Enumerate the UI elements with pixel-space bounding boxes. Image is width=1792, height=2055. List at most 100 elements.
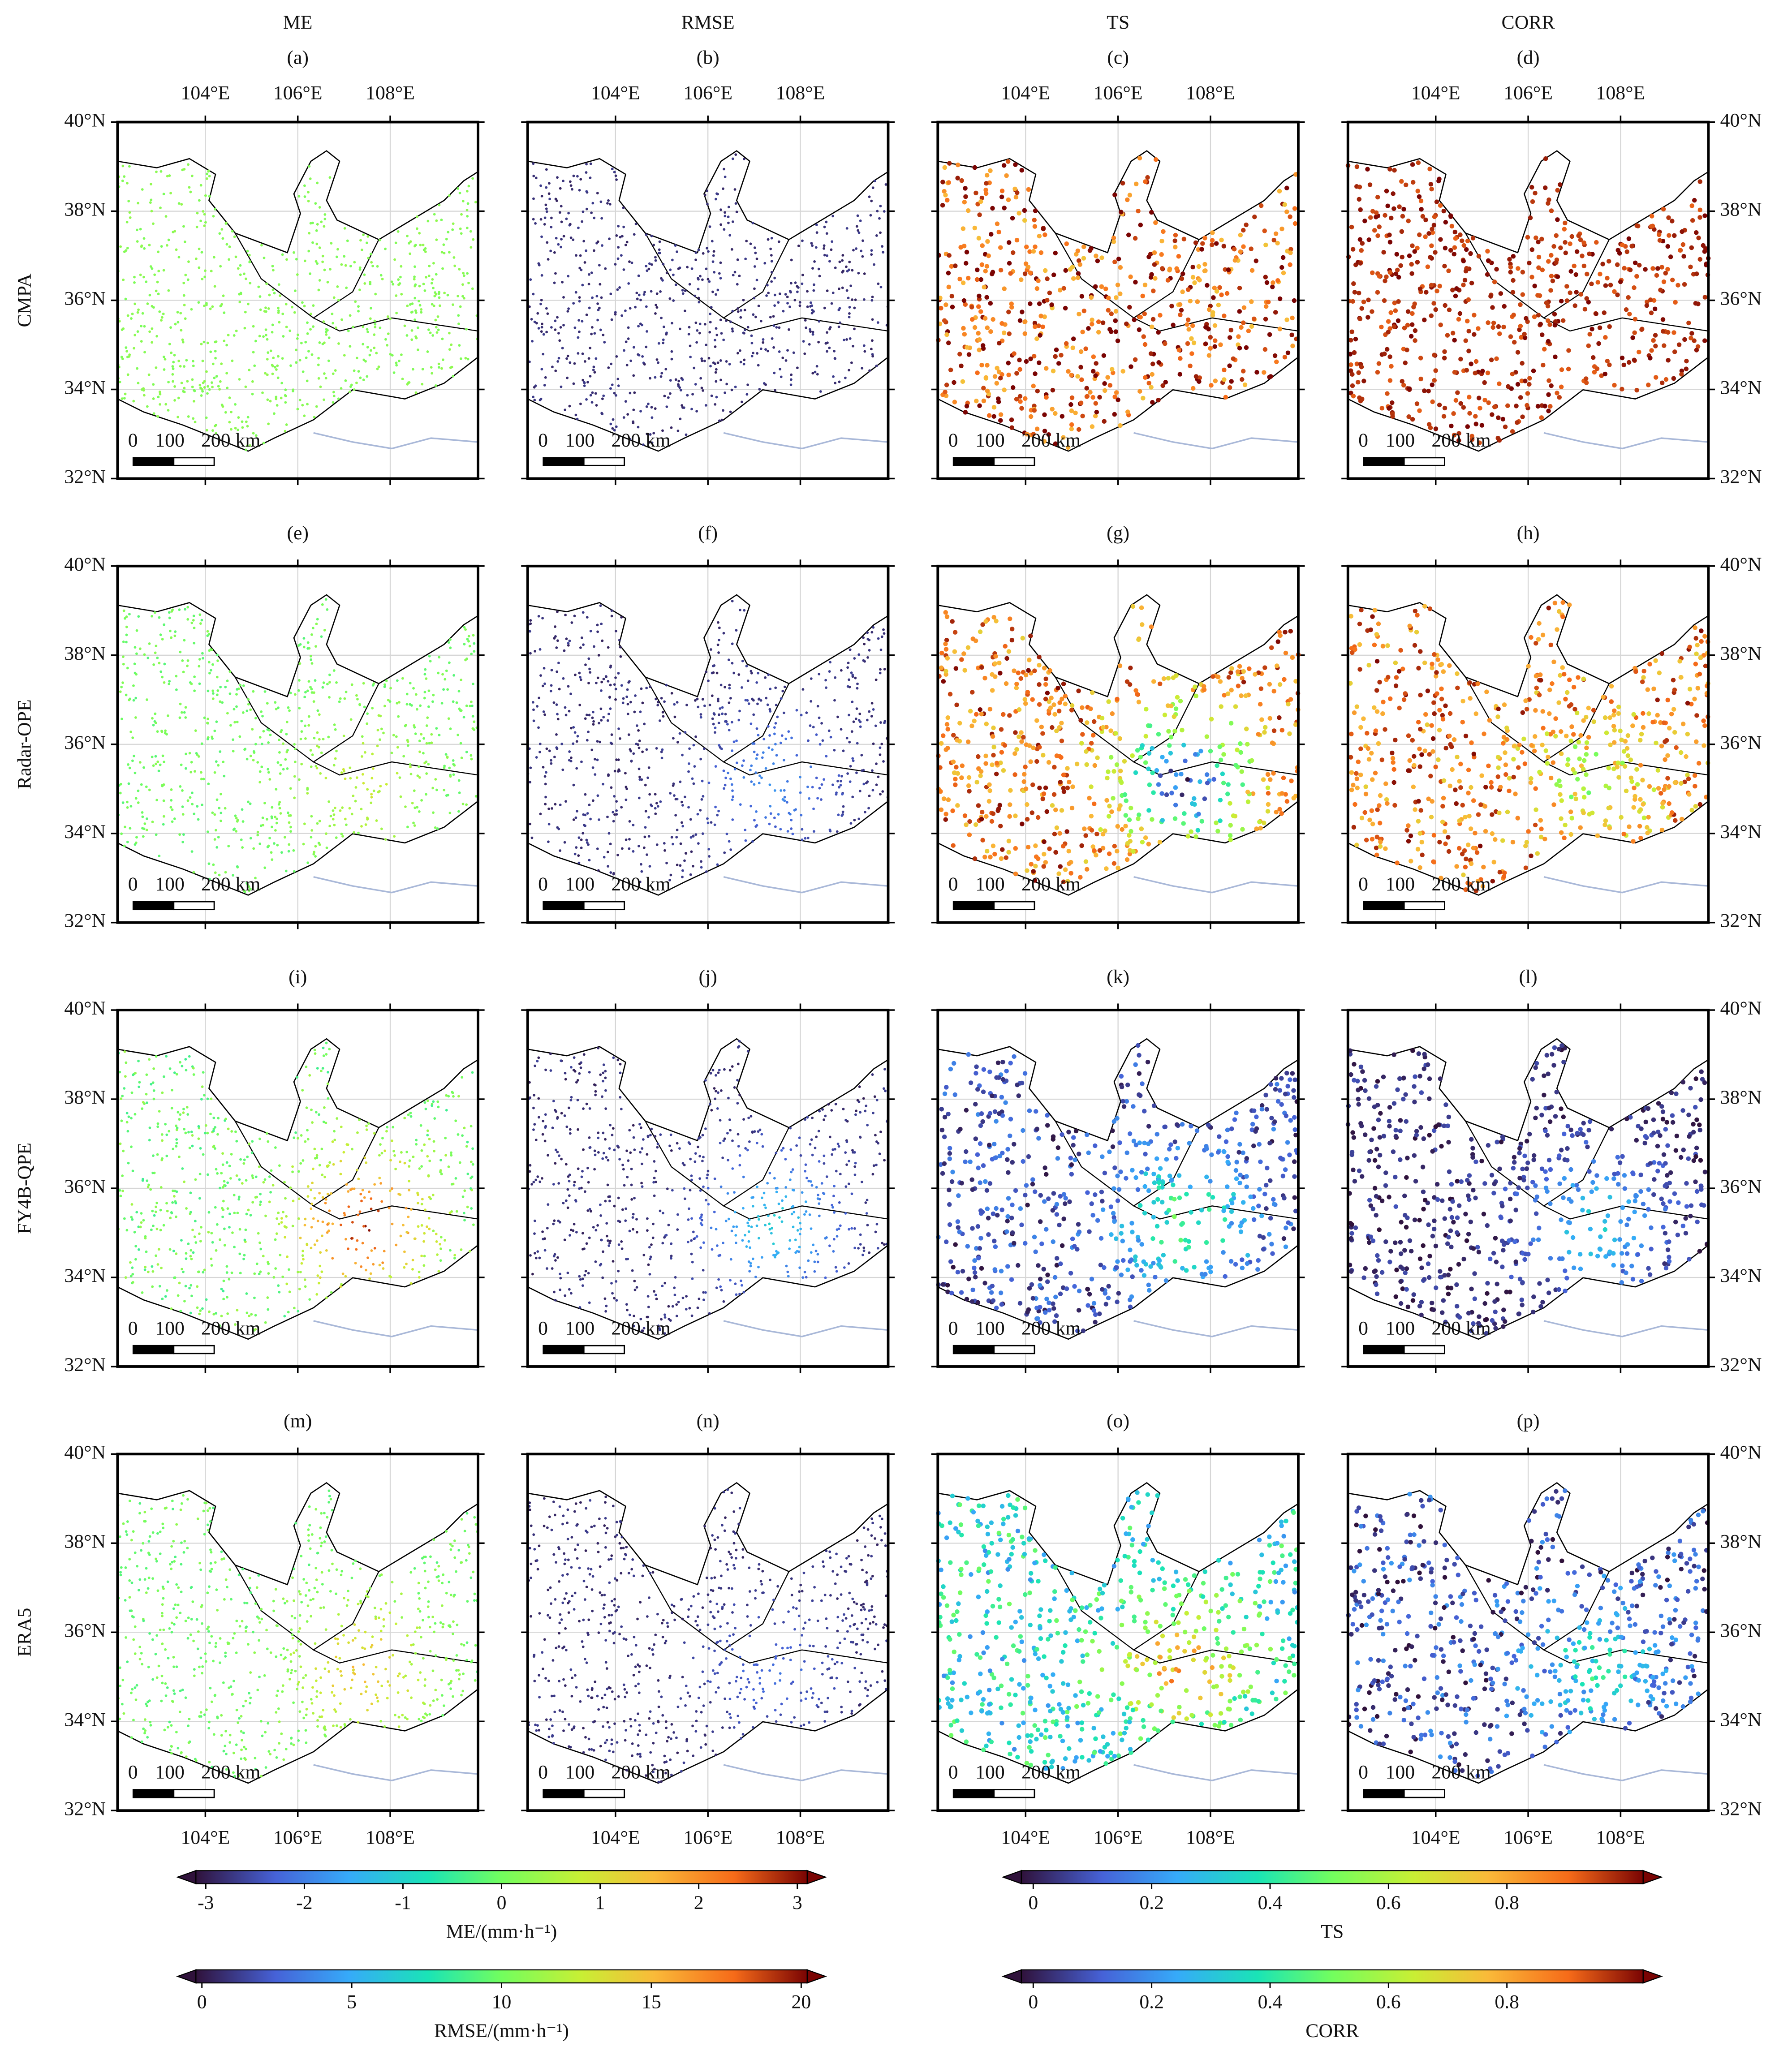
station-dot <box>383 684 386 686</box>
station-dot <box>993 374 997 378</box>
station-dot <box>993 661 997 666</box>
station-dot <box>1241 669 1246 674</box>
station-dot <box>555 646 558 649</box>
station-dot <box>600 719 603 722</box>
station-dot <box>643 722 646 725</box>
station-dot <box>427 705 430 708</box>
station-dot <box>597 241 599 243</box>
station-dot <box>396 746 399 749</box>
station-dot <box>311 662 314 665</box>
station-dot <box>271 331 274 334</box>
station-dot <box>584 261 586 264</box>
station-dot <box>1673 300 1677 305</box>
station-dot <box>700 866 703 868</box>
station-dot <box>355 694 358 697</box>
station-dot <box>390 752 393 754</box>
station-dot <box>1128 666 1133 670</box>
station-dot <box>567 275 569 278</box>
station-dot <box>754 316 757 318</box>
station-dot <box>448 662 451 664</box>
station-dot <box>665 862 668 864</box>
station-dot <box>1107 804 1111 808</box>
column-title: CORR <box>1502 12 1555 33</box>
station-dot <box>1024 673 1028 677</box>
station-dot <box>1075 762 1079 766</box>
station-dot <box>1350 299 1355 304</box>
station-dot <box>842 749 845 752</box>
station-dot <box>1521 270 1525 274</box>
station-dot <box>119 245 122 248</box>
station-dot <box>242 820 245 823</box>
station-dot <box>545 331 548 333</box>
station-dot <box>556 703 558 706</box>
station-dot <box>649 686 651 688</box>
station-dot <box>591 717 594 719</box>
station-dot <box>638 768 641 770</box>
station-dot <box>275 398 277 400</box>
station-dot <box>548 198 551 200</box>
station-dot <box>201 251 203 254</box>
station-dot <box>281 313 284 315</box>
station-dot <box>1469 361 1473 366</box>
station-dot <box>1174 266 1179 271</box>
station-dot <box>1094 361 1098 365</box>
station-dot <box>434 778 437 781</box>
station-dot <box>983 619 988 623</box>
station-dot <box>1094 254 1098 258</box>
station-dot <box>828 347 831 349</box>
station-dot <box>710 821 713 824</box>
station-dot <box>1063 867 1068 872</box>
station-dot <box>840 669 843 672</box>
station-dot <box>1407 254 1412 258</box>
station-dot <box>573 784 575 787</box>
station-dot <box>1485 272 1490 277</box>
station-dot <box>774 294 776 297</box>
station-dot <box>427 763 430 765</box>
station-dot <box>1076 249 1080 253</box>
station-dot <box>866 656 869 659</box>
station-dot <box>1562 227 1567 231</box>
station-dot <box>129 731 132 733</box>
station-dot <box>969 723 974 728</box>
station-dot <box>318 377 320 380</box>
station-dot <box>143 653 146 656</box>
station-dot <box>400 353 403 356</box>
station-dot <box>1370 209 1375 213</box>
station-dot <box>148 374 151 376</box>
station-dot <box>750 722 752 725</box>
station-dot <box>198 199 201 202</box>
station-dot <box>266 374 269 376</box>
station-dot <box>698 297 700 299</box>
station-dot <box>1442 264 1447 268</box>
station-dot <box>558 339 561 342</box>
station-dot <box>174 323 177 326</box>
station-dot <box>1103 388 1107 393</box>
station-dot <box>452 256 455 259</box>
station-dot <box>445 670 448 672</box>
station-dot <box>1553 323 1557 327</box>
station-dot <box>585 163 588 166</box>
station-dot <box>308 680 310 683</box>
station-dot <box>716 863 719 866</box>
station-dot <box>752 352 754 354</box>
station-dot <box>836 780 839 782</box>
station-dot <box>442 358 444 361</box>
station-dot <box>125 634 128 636</box>
station-dot <box>1566 367 1571 371</box>
station-dot <box>587 682 590 684</box>
station-dot <box>811 244 814 247</box>
station-dot <box>260 765 263 768</box>
station-dot <box>337 342 340 345</box>
station-dot <box>452 222 455 225</box>
station-dot <box>316 822 319 825</box>
station-dot <box>1021 779 1026 784</box>
station-dot <box>1222 244 1226 248</box>
station-dot <box>728 206 730 208</box>
station-dot <box>945 722 949 727</box>
station-dot <box>1412 301 1417 306</box>
station-dot <box>578 836 581 839</box>
station-dot <box>435 384 437 387</box>
station-dot <box>810 677 813 680</box>
station-dot <box>590 394 592 397</box>
station-dot <box>1375 290 1380 294</box>
